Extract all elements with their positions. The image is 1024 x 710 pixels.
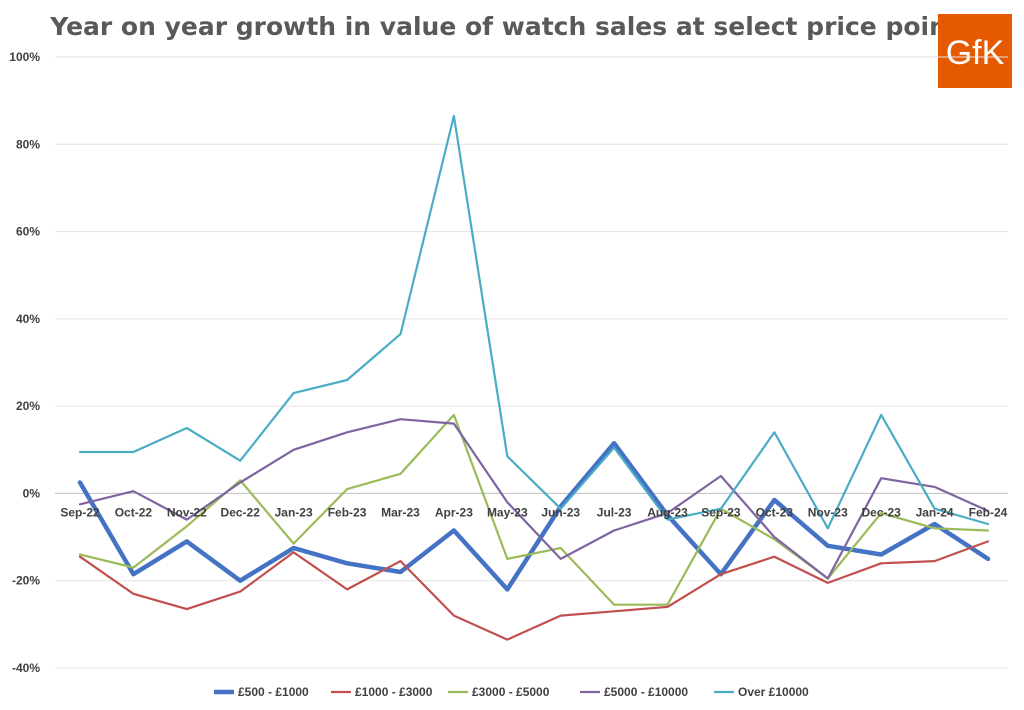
x-tick-label: Dec-22	[221, 505, 261, 519]
y-tick-label: 100%	[9, 50, 40, 64]
y-tick-label: 60%	[16, 225, 40, 239]
x-tick-label: Sep-23	[701, 505, 741, 519]
x-tick-label: Jan-23	[275, 505, 313, 519]
y-tick-label: 0%	[23, 486, 41, 500]
series-line	[78, 114, 990, 530]
x-axis-ticks: Sep-22 Oct-22 Nov-22 Dec-22 Jan-23 Feb-23 Mar-…	[60, 505, 1007, 519]
gfk-logo: GfK	[938, 14, 1012, 88]
y-tick-label: -40%	[12, 661, 40, 675]
y-tick-label: 20%	[16, 399, 40, 413]
series-lines	[77, 114, 991, 641]
legend-item: £500 - £1000	[214, 685, 309, 699]
series-line	[78, 418, 990, 580]
x-tick-label: Feb-24	[969, 505, 1008, 519]
x-tick-label: Feb-23	[328, 505, 367, 519]
legend-item: Over £10000	[714, 685, 809, 699]
chart-title: Year on year growth in value of watch sa…	[49, 12, 973, 41]
series-line	[78, 413, 990, 606]
y-axis-ticks: -40% -20% 0% 20% 40% 60% 80% 100%	[9, 50, 40, 675]
x-tick-label: Jul-23	[597, 505, 632, 519]
legend-item: £1000 - £3000	[331, 685, 433, 699]
x-tick-label: Dec-23	[861, 505, 901, 519]
x-tick-label: Nov-23	[808, 505, 848, 519]
x-tick-label: Sep-22	[60, 505, 100, 519]
x-tick-label: Oct-23	[756, 505, 794, 519]
gridlines	[55, 56, 1008, 669]
legend: £500 - £1000 £1000 - £3000 £3000 - £5000 £5…	[214, 685, 809, 699]
gfk-logo-text: GfK	[946, 34, 1005, 72]
series-line	[77, 440, 991, 592]
x-tick-label: Nov-22	[167, 505, 207, 519]
x-tick-label: Aug-23	[647, 505, 688, 519]
series-line	[78, 540, 990, 641]
x-tick-label: Oct-22	[115, 505, 153, 519]
legend-label: £500 - £1000	[238, 685, 309, 699]
x-tick-label: Mar-23	[381, 505, 420, 519]
x-tick-label: Jan-24	[916, 505, 954, 519]
legend-label: Over £10000	[738, 685, 809, 699]
x-tick-label: Apr-23	[435, 505, 473, 519]
y-tick-label: 80%	[16, 137, 40, 151]
legend-label: £3000 - £5000	[472, 685, 550, 699]
legend-item: £3000 - £5000	[448, 685, 550, 699]
y-tick-label: -20%	[12, 574, 40, 588]
legend-label: £1000 - £3000	[355, 685, 433, 699]
gfk-logo-background	[938, 14, 1012, 88]
legend-label: £5000 - £10000	[604, 685, 688, 699]
legend-item: £5000 - £10000	[580, 685, 688, 699]
y-tick-label: 40%	[16, 312, 40, 326]
x-tick-label: May-23	[487, 505, 528, 519]
x-tick-label: Jun-23	[541, 505, 580, 519]
